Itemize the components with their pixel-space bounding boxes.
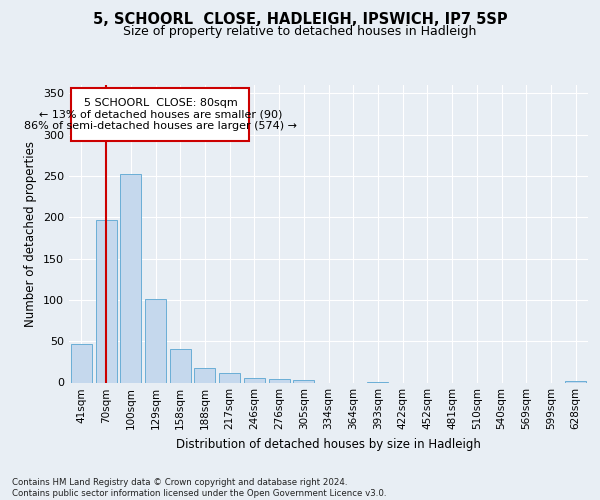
Bar [244, 378, 265, 382]
Y-axis label: Number of detached properties: Number of detached properties [25, 141, 37, 327]
X-axis label: Distribution of detached houses by size in Hadleigh: Distribution of detached houses by size … [176, 438, 481, 451]
Bar [170, 348, 191, 382]
FancyBboxPatch shape [71, 88, 250, 141]
Bar [145, 299, 166, 382]
Bar [71, 344, 92, 382]
Bar [269, 379, 290, 382]
Bar [565, 381, 586, 382]
Bar [219, 374, 240, 382]
Text: Contains HM Land Registry data © Crown copyright and database right 2024.
Contai: Contains HM Land Registry data © Crown c… [12, 478, 386, 498]
Text: Size of property relative to detached houses in Hadleigh: Size of property relative to detached ho… [124, 25, 476, 38]
Bar [293, 380, 314, 382]
Bar [120, 174, 141, 382]
Bar [194, 368, 215, 382]
Text: 5 SCHOORL  CLOSE: 80sqm
← 13% of detached houses are smaller (90)
86% of semi-de: 5 SCHOORL CLOSE: 80sqm ← 13% of detached… [24, 98, 297, 132]
Bar [95, 220, 116, 382]
Text: 5, SCHOORL  CLOSE, HADLEIGH, IPSWICH, IP7 5SP: 5, SCHOORL CLOSE, HADLEIGH, IPSWICH, IP7… [92, 12, 508, 28]
